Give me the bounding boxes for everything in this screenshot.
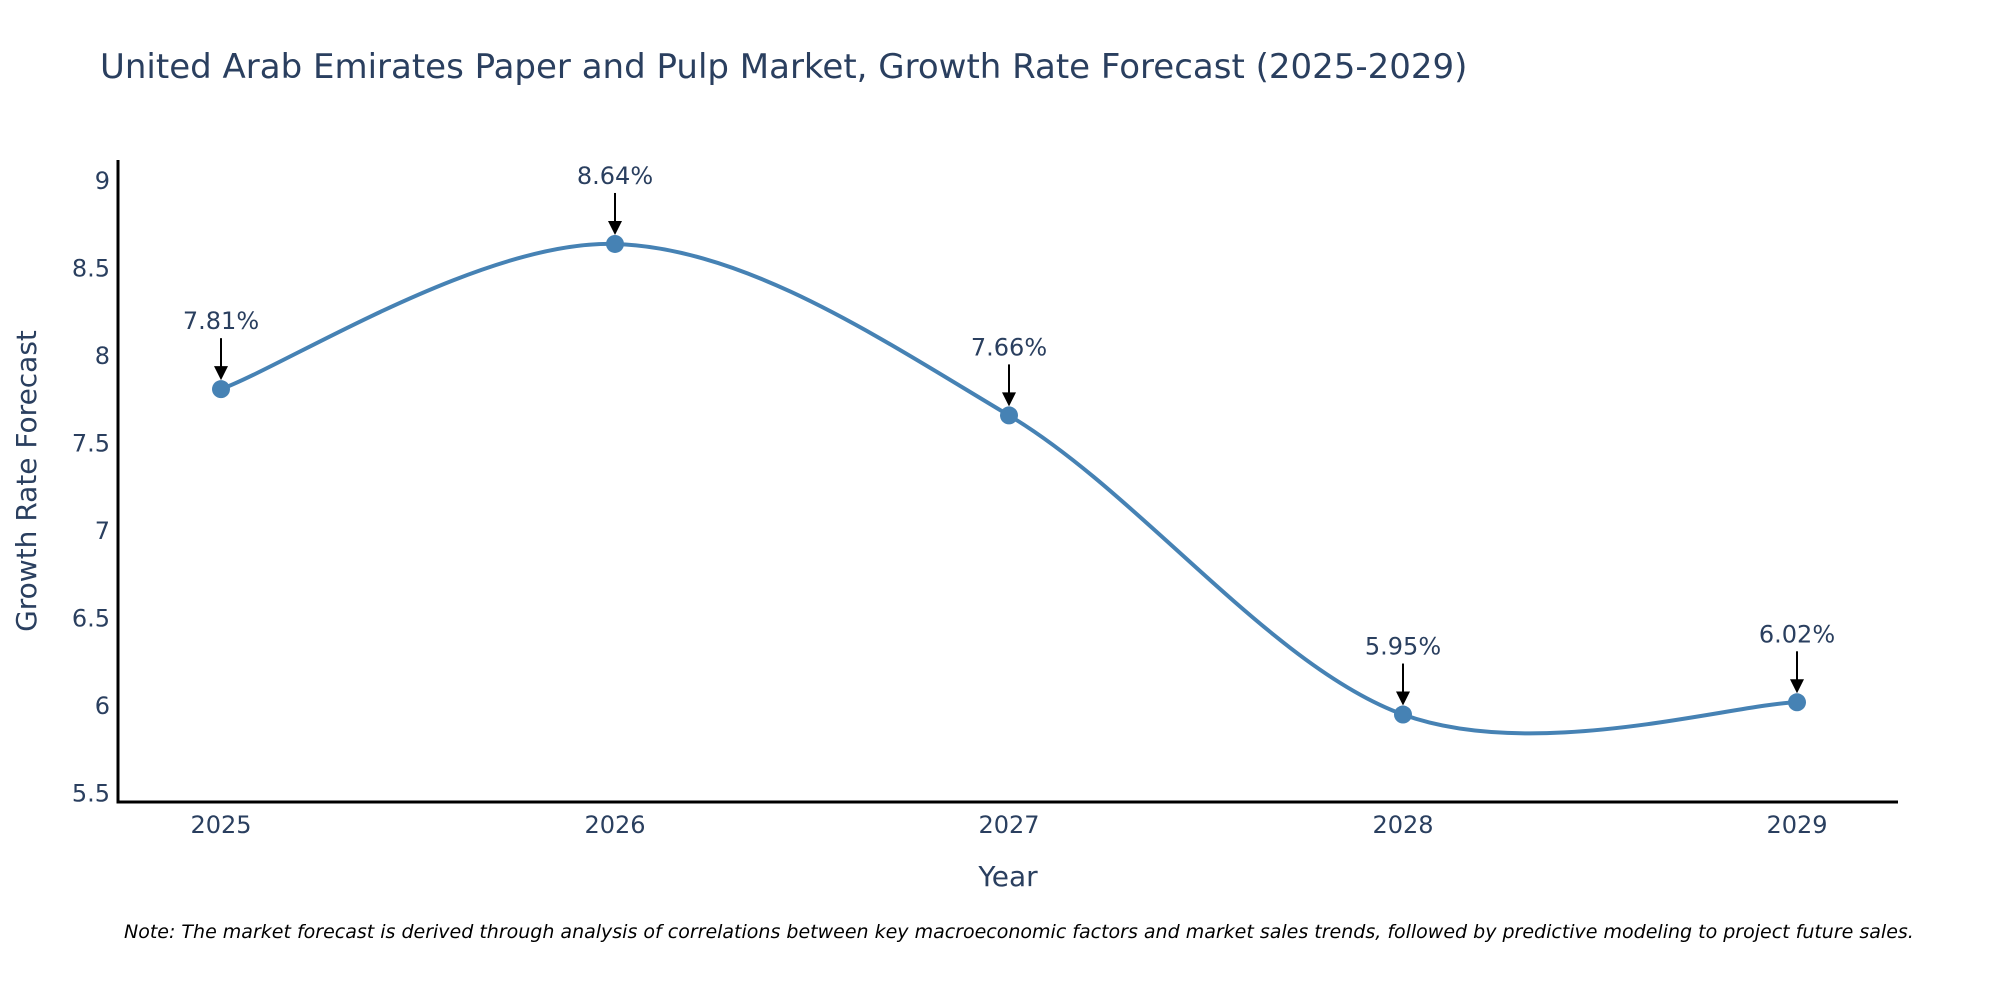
data-label: 6.02% bbox=[1759, 620, 1835, 648]
x-tick-label: 2025 bbox=[190, 811, 251, 839]
x-axis-label: Year bbox=[977, 860, 1038, 893]
annotation-arrow-head bbox=[1790, 679, 1804, 694]
x-tick-label: 2029 bbox=[1766, 811, 1827, 839]
data-point bbox=[1394, 705, 1412, 724]
data-point bbox=[212, 380, 230, 399]
y-tick-label: 6 bbox=[95, 692, 110, 720]
annotation-arrow-head bbox=[1396, 691, 1410, 706]
x-axis-ticks: 2025 2026 2027 2028 2029 bbox=[190, 811, 1827, 839]
y-tick-label: 8 bbox=[95, 342, 110, 370]
chart-title: United Arab Emirates Paper and Pulp Mark… bbox=[100, 47, 1467, 87]
y-tick-label: 6.5 bbox=[72, 604, 110, 632]
data-label: 7.81% bbox=[183, 307, 259, 335]
y-axis-ticks: 5.5 6 6.5 7 7.5 8 8.5 9 bbox=[72, 167, 110, 807]
annotation-arrow-head bbox=[214, 366, 228, 381]
y-tick-label: 7.5 bbox=[72, 429, 110, 457]
footnote: Note: The market forecast is derived thr… bbox=[124, 921, 1914, 943]
y-tick-label: 7 bbox=[95, 517, 110, 545]
x-tick-label: 2028 bbox=[1372, 811, 1433, 839]
y-axis-label: Growth Rate Forecast bbox=[10, 330, 43, 632]
data-label: 5.95% bbox=[1365, 633, 1441, 661]
x-tick-label: 2027 bbox=[978, 811, 1039, 839]
data-label: 8.64% bbox=[577, 162, 653, 190]
series-line bbox=[220, 241, 1798, 736]
x-tick-label: 2026 bbox=[584, 811, 645, 839]
data-point bbox=[1000, 406, 1018, 425]
data-label: 7.66% bbox=[971, 333, 1047, 361]
annotations: 7.81% 8.64% 7.66% 5.95% 6.02% bbox=[183, 162, 1835, 706]
data-points bbox=[212, 234, 1806, 724]
y-tick-label: 8.5 bbox=[72, 254, 110, 282]
annotation-arrow-head bbox=[608, 220, 622, 235]
data-point bbox=[1788, 693, 1806, 712]
annotation-arrow-head bbox=[1002, 392, 1016, 407]
data-point bbox=[606, 234, 624, 253]
y-tick-label: 5.5 bbox=[72, 779, 110, 807]
y-tick-label: 9 bbox=[95, 167, 110, 195]
